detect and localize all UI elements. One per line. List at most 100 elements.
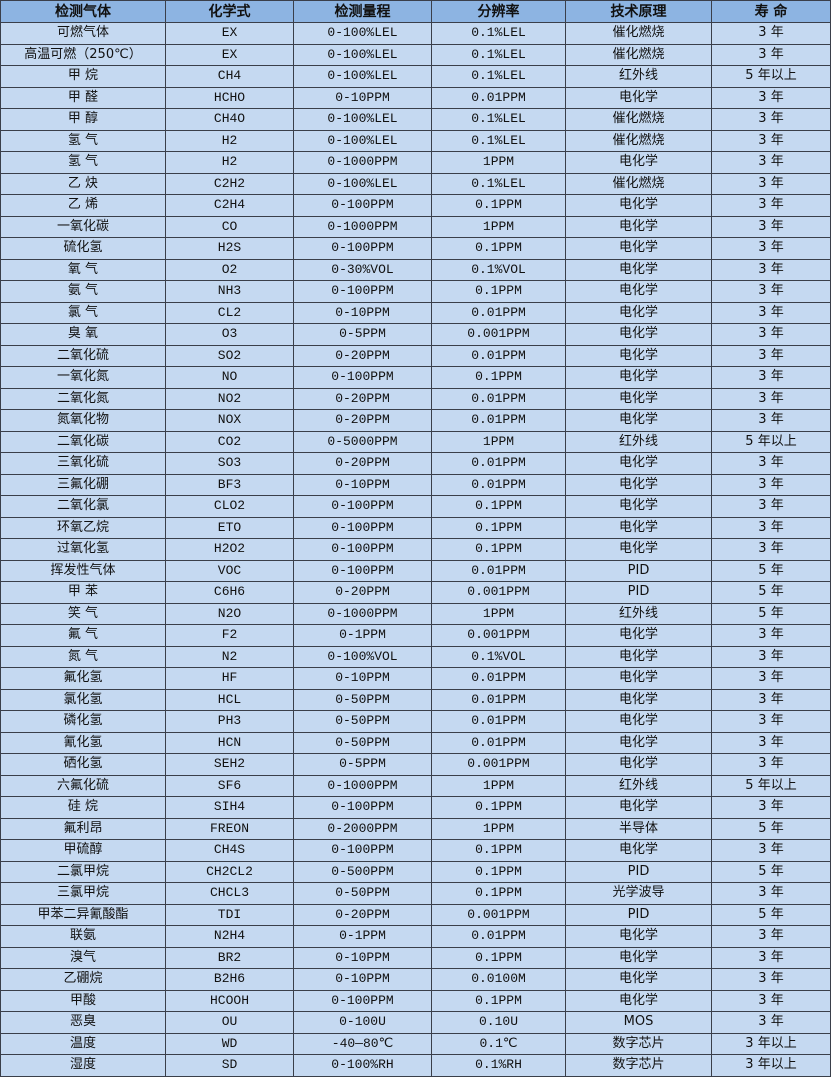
cell-col-gas: 高温可燃（250℃） bbox=[0, 43, 166, 66]
cell-col-lifespan: 3 年 bbox=[711, 1011, 831, 1034]
cell-col-range: 0-100%LEL bbox=[293, 43, 432, 66]
cell-col-resolution: 0.1PPM bbox=[431, 882, 566, 905]
cell-col-lifespan: 5 年以上 bbox=[711, 65, 831, 88]
cell-col-gas: 二氧化碳 bbox=[0, 430, 166, 453]
cell-col-lifespan: 3 年 bbox=[711, 495, 831, 518]
cell-col-gas: 氢 气 bbox=[0, 151, 166, 174]
cell-col-range: 0-10PPM bbox=[293, 667, 432, 690]
cell-col-lifespan: 3 年 bbox=[711, 645, 831, 668]
cell-col-gas: 甲 醇 bbox=[0, 108, 166, 131]
cell-col-formula: SO2 bbox=[165, 344, 294, 367]
cell-col-gas: 氰化氢 bbox=[0, 731, 166, 754]
cell-col-range: 0-10PPM bbox=[293, 301, 432, 324]
cell-col-resolution: 1PPM bbox=[431, 817, 566, 840]
cell-col-resolution: 0.01PPM bbox=[431, 344, 566, 367]
cell-col-formula: CLO2 bbox=[165, 495, 294, 518]
cell-col-gas: 氟 气 bbox=[0, 624, 166, 647]
cell-col-formula: CH4O bbox=[165, 108, 294, 131]
cell-col-resolution: 0.1PPM bbox=[431, 796, 566, 819]
cell-col-formula: OU bbox=[165, 1011, 294, 1034]
cell-col-resolution: 1PPM bbox=[431, 774, 566, 797]
cell-col-formula: H2O2 bbox=[165, 538, 294, 561]
cell-col-resolution: 0.1PPM bbox=[431, 516, 566, 539]
cell-col-principle: 电化学 bbox=[565, 624, 712, 647]
cell-col-lifespan: 3 年 bbox=[711, 710, 831, 733]
cell-col-resolution: 0.1%LEL bbox=[431, 65, 566, 88]
cell-col-range: 0-20PPM bbox=[293, 387, 432, 410]
cell-col-principle: 电化学 bbox=[565, 151, 712, 174]
cell-col-lifespan: 3 年以上 bbox=[711, 1032, 831, 1055]
cell-col-principle: 电化学 bbox=[565, 409, 712, 432]
cell-col-range: 0-100U bbox=[293, 1011, 432, 1034]
cell-col-range: 0-20PPM bbox=[293, 903, 432, 926]
cell-col-range: 0-20PPM bbox=[293, 344, 432, 367]
cell-col-lifespan: 3 年 bbox=[711, 344, 831, 367]
cell-col-resolution: 0.01PPM bbox=[431, 452, 566, 475]
table-row: 联氨 N2H4 0-1PPM 0.01PPM 电化学 3 年 bbox=[0, 925, 831, 948]
cell-col-formula: VOC bbox=[165, 559, 294, 582]
cell-col-resolution: 0.01PPM bbox=[431, 667, 566, 690]
cell-col-range: 0-20PPM bbox=[293, 409, 432, 432]
cell-col-principle: 电化学 bbox=[565, 344, 712, 367]
cell-col-resolution: 0.1%LEL bbox=[431, 22, 566, 45]
cell-col-gas: 氯 气 bbox=[0, 301, 166, 324]
cell-col-lifespan: 3 年以上 bbox=[711, 1054, 831, 1077]
cell-col-lifespan: 3 年 bbox=[711, 624, 831, 647]
cell-col-resolution: 0.1%LEL bbox=[431, 129, 566, 152]
cell-col-range: 0-1000PPM bbox=[293, 774, 432, 797]
cell-col-formula: HCOOH bbox=[165, 989, 294, 1012]
cell-col-resolution: 0.1%RH bbox=[431, 1054, 566, 1077]
cell-col-range: 0-100%LEL bbox=[293, 65, 432, 88]
cell-col-gas: 臭 氧 bbox=[0, 323, 166, 346]
cell-col-gas: 一氧化氮 bbox=[0, 366, 166, 389]
cell-col-resolution: 0.01PPM bbox=[431, 925, 566, 948]
cell-col-resolution: 0.1PPM bbox=[431, 237, 566, 260]
cell-col-lifespan: 3 年 bbox=[711, 194, 831, 217]
cell-col-lifespan: 3 年 bbox=[711, 86, 831, 109]
cell-col-formula: N2O bbox=[165, 602, 294, 625]
cell-col-resolution: 0.1PPM bbox=[431, 366, 566, 389]
cell-col-principle: 电化学 bbox=[565, 495, 712, 518]
cell-col-resolution: 0.01PPM bbox=[431, 559, 566, 582]
cell-col-formula: FREON bbox=[165, 817, 294, 840]
cell-col-formula: TDI bbox=[165, 903, 294, 926]
cell-col-formula: SF6 bbox=[165, 774, 294, 797]
cell-col-range: 0-100PPM bbox=[293, 559, 432, 582]
cell-col-range: 0-100PPM bbox=[293, 280, 432, 303]
cell-col-range: 0-20PPM bbox=[293, 581, 432, 604]
cell-col-principle: 电化学 bbox=[565, 237, 712, 260]
cell-col-principle: 电化学 bbox=[565, 538, 712, 561]
cell-col-lifespan: 3 年 bbox=[711, 452, 831, 475]
table-row: 环氧乙烷 ETO 0-100PPM 0.1PPM 电化学 3 年 bbox=[0, 516, 831, 539]
cell-col-formula: SD bbox=[165, 1054, 294, 1077]
cell-col-lifespan: 3 年 bbox=[711, 108, 831, 131]
cell-col-principle: 红外线 bbox=[565, 774, 712, 797]
cell-col-resolution: 0.01PPM bbox=[431, 473, 566, 496]
cell-col-formula: BF3 bbox=[165, 473, 294, 496]
cell-col-principle: 电化学 bbox=[565, 258, 712, 281]
table-row: 乙硼烷 B2H6 0-10PPM 0.0100M 电化学 3 年 bbox=[0, 968, 831, 991]
header-col-resolution: 分辨率 bbox=[431, 0, 566, 23]
cell-col-principle: 催化燃烧 bbox=[565, 172, 712, 195]
cell-col-resolution: 0.01PPM bbox=[431, 409, 566, 432]
cell-col-resolution: 0.1℃ bbox=[431, 1032, 566, 1055]
cell-col-lifespan: 3 年 bbox=[711, 473, 831, 496]
cell-col-formula: HCN bbox=[165, 731, 294, 754]
table-row: 乙 烯 C2H4 0-100PPM 0.1PPM 电化学 3 年 bbox=[0, 194, 831, 217]
cell-col-principle: 电化学 bbox=[565, 667, 712, 690]
table-row: 臭 氧 O3 0-5PPM 0.001PPM 电化学 3 年 bbox=[0, 323, 831, 346]
cell-col-gas: 甲酸 bbox=[0, 989, 166, 1012]
cell-col-formula: B2H6 bbox=[165, 968, 294, 991]
table-row: 氨 气 NH3 0-100PPM 0.1PPM 电化学 3 年 bbox=[0, 280, 831, 303]
cell-col-range: 0-100PPM bbox=[293, 516, 432, 539]
cell-col-formula: O3 bbox=[165, 323, 294, 346]
cell-col-range: 0-500PPM bbox=[293, 860, 432, 883]
cell-col-lifespan: 3 年 bbox=[711, 301, 831, 324]
cell-col-resolution: 0.01PPM bbox=[431, 301, 566, 324]
cell-col-gas: 过氧化氢 bbox=[0, 538, 166, 561]
cell-col-principle: 电化学 bbox=[565, 473, 712, 496]
cell-col-resolution: 0.001PPM bbox=[431, 903, 566, 926]
table-row: 一氧化碳 CO 0-1000PPM 1PPM 电化学 3 年 bbox=[0, 215, 831, 238]
cell-col-gas: 氮氧化物 bbox=[0, 409, 166, 432]
cell-col-lifespan: 3 年 bbox=[711, 215, 831, 238]
